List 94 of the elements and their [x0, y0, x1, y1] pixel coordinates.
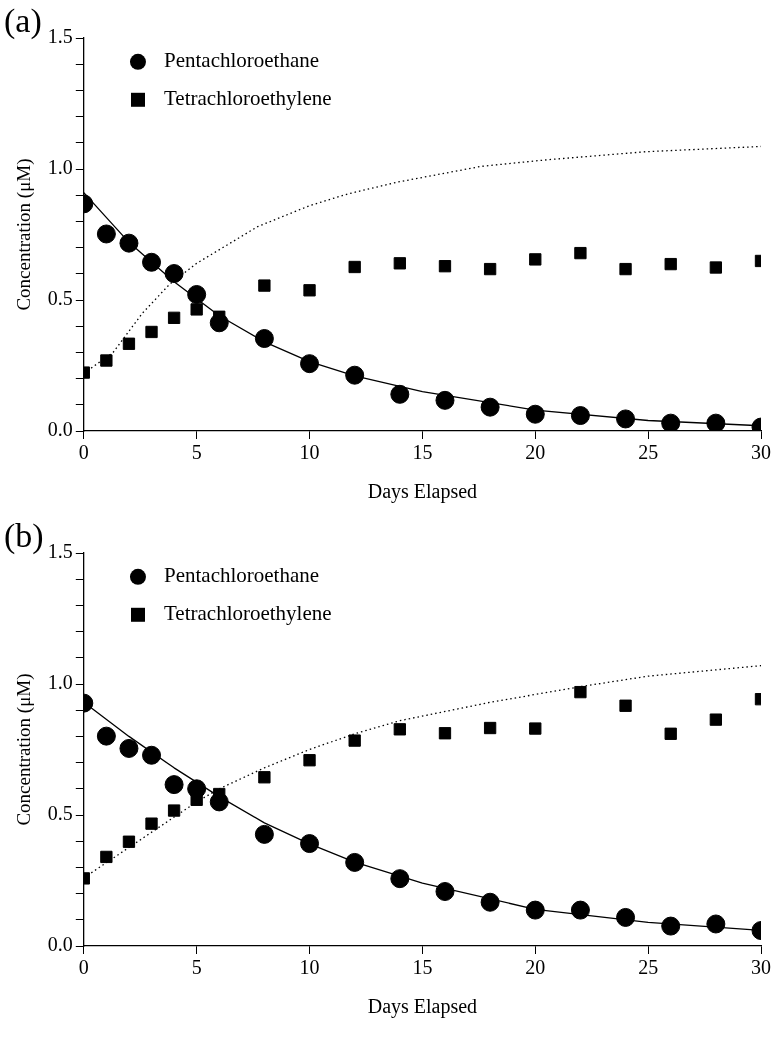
x-tick-label: 20 [525, 956, 546, 979]
point [187, 285, 207, 304]
point [100, 850, 113, 864]
point [435, 882, 455, 901]
point [348, 260, 361, 274]
point [435, 390, 455, 410]
point [438, 260, 452, 273]
y-tick-label: 1.5 [47, 25, 73, 48]
point [122, 337, 136, 350]
y-tick-label: 0.5 [47, 802, 73, 825]
point [96, 224, 116, 244]
point [483, 262, 497, 276]
point [709, 713, 723, 726]
point [300, 834, 320, 854]
point [119, 738, 139, 758]
point [664, 257, 677, 271]
point [390, 869, 410, 889]
legend-label: Tetrachloroethylene [163, 86, 332, 111]
point [706, 413, 726, 431]
point [164, 264, 184, 284]
x-tick-label: 10 [299, 441, 320, 464]
point [119, 233, 139, 253]
point [96, 726, 116, 746]
point [616, 409, 636, 429]
point [167, 311, 181, 324]
x-tick-label: 10 [299, 956, 320, 979]
x-tick-label: 30 [751, 956, 771, 979]
point [145, 325, 158, 339]
point [345, 365, 365, 385]
x-tick-label: 0 [78, 441, 89, 464]
x-tick-label: 25 [638, 441, 659, 464]
y-axis-title: Concentration (μM) [13, 673, 36, 826]
point [570, 406, 590, 426]
point [100, 354, 113, 367]
point [258, 279, 271, 292]
legend-label: Pentachloroethane [163, 563, 320, 588]
point [303, 284, 316, 297]
point [529, 722, 542, 735]
point [574, 246, 587, 260]
point [619, 262, 632, 276]
point [525, 404, 545, 424]
x-tick-label: 20 [525, 441, 546, 464]
point [480, 397, 500, 417]
point [345, 852, 365, 872]
point [619, 699, 632, 712]
point [393, 257, 406, 270]
x-tick-label: 0 [78, 956, 89, 979]
point [393, 723, 406, 736]
point [254, 329, 274, 349]
chart-title: (a) [4, 1, 42, 40]
point [142, 745, 162, 765]
point [122, 835, 136, 848]
point [706, 914, 726, 934]
legend-label: Tetrachloroethylene [163, 601, 332, 626]
chart-title: (b) [4, 516, 44, 555]
point [303, 754, 316, 767]
y-tick-label: 0.5 [47, 287, 73, 310]
point [483, 721, 497, 735]
y-axis-title: Concentration (μM) [13, 158, 36, 311]
x-axis-title: Days Elapsed [367, 480, 478, 504]
point [570, 900, 590, 920]
x-tick-label: 5 [191, 956, 202, 979]
point [390, 384, 410, 404]
point [525, 900, 545, 920]
x-tick-label: 30 [751, 441, 771, 464]
point [664, 727, 677, 740]
point [661, 916, 681, 936]
y-tick-label: 1.5 [47, 540, 73, 563]
y-tick-label: 0.0 [47, 933, 73, 956]
point [190, 303, 203, 316]
point [661, 413, 681, 431]
point [258, 771, 271, 784]
point [254, 824, 274, 844]
point [348, 734, 361, 747]
point [574, 685, 587, 699]
point [438, 727, 452, 740]
point [164, 775, 184, 795]
x-tick-label: 15 [412, 956, 433, 979]
y-tick-label: 0.0 [47, 418, 73, 441]
point [142, 252, 162, 272]
x-tick-label: 25 [638, 956, 659, 979]
x-tick-label: 5 [191, 441, 202, 464]
x-tick-label: 15 [412, 441, 433, 464]
point [480, 892, 500, 912]
y-tick-label: 1.0 [47, 156, 73, 179]
point [529, 253, 542, 266]
point [300, 354, 320, 374]
legend-label: Pentachloroethane [163, 48, 320, 73]
point [616, 907, 636, 927]
x-axis-title: Days Elapsed [367, 995, 478, 1019]
point [167, 804, 181, 817]
y-tick-label: 1.0 [47, 671, 73, 694]
point [145, 817, 158, 830]
point [709, 261, 723, 274]
